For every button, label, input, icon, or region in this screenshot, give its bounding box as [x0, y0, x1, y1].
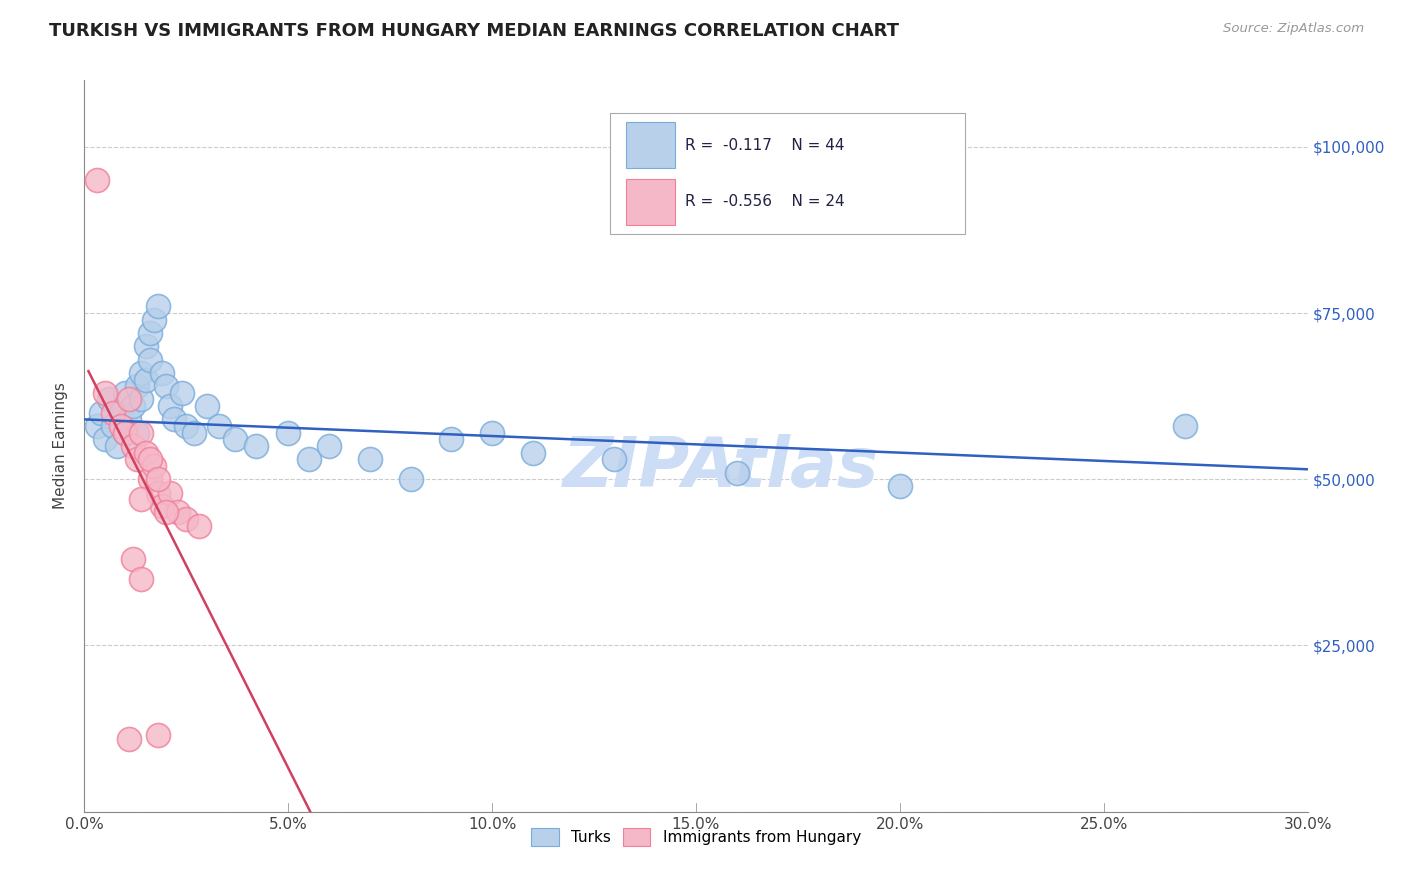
FancyBboxPatch shape [626, 122, 675, 169]
Point [399, 472, 422, 486]
Point [93, 433, 115, 447]
Point [155, 506, 177, 520]
Text: R =  -0.556    N = 24: R = -0.556 N = 24 [685, 194, 845, 210]
Point [1174, 419, 1197, 434]
Point [101, 419, 124, 434]
Point [122, 439, 145, 453]
Point [725, 466, 748, 480]
Point [208, 419, 231, 434]
Point [86, 419, 108, 434]
Point [122, 399, 145, 413]
Point [131, 366, 153, 380]
Point [110, 419, 132, 434]
Point [138, 472, 160, 486]
Point [93, 385, 115, 400]
Point [135, 445, 157, 459]
Point [889, 479, 911, 493]
Point [110, 406, 132, 420]
Point [150, 366, 173, 380]
Point [298, 452, 321, 467]
FancyBboxPatch shape [610, 113, 965, 234]
Point [183, 425, 205, 440]
Point [105, 439, 128, 453]
Point [127, 379, 149, 393]
Point [146, 728, 169, 742]
Point [138, 352, 160, 367]
Point [118, 731, 141, 746]
Point [114, 385, 136, 400]
Point [131, 425, 153, 440]
Point [138, 326, 160, 340]
Point [224, 433, 246, 447]
Point [195, 399, 218, 413]
Point [440, 433, 463, 447]
Legend: Turks, Immigrants from Hungary: Turks, Immigrants from Hungary [524, 822, 868, 852]
Point [122, 552, 145, 566]
Point [114, 425, 136, 440]
Point [146, 299, 169, 313]
Point [167, 506, 190, 520]
Point [118, 392, 141, 407]
Point [101, 406, 124, 420]
Point [318, 439, 340, 453]
Point [90, 406, 112, 420]
Text: ZIPAtlas: ZIPAtlas [562, 434, 879, 501]
Point [118, 412, 141, 426]
Point [135, 372, 157, 386]
Point [172, 385, 194, 400]
Point [142, 458, 165, 473]
Point [146, 485, 169, 500]
Point [142, 312, 165, 326]
Text: Source: ZipAtlas.com: Source: ZipAtlas.com [1223, 22, 1364, 36]
Point [138, 452, 160, 467]
Point [155, 379, 177, 393]
Y-axis label: Median Earnings: Median Earnings [53, 383, 69, 509]
Point [150, 499, 173, 513]
Point [481, 425, 503, 440]
Point [359, 452, 381, 467]
Text: TURKISH VS IMMIGRANTS FROM HUNGARY MEDIAN EARNINGS CORRELATION CHART: TURKISH VS IMMIGRANTS FROM HUNGARY MEDIA… [49, 22, 900, 40]
Text: R =  -0.117    N = 44: R = -0.117 N = 44 [685, 137, 845, 153]
Point [187, 518, 209, 533]
Point [146, 472, 169, 486]
Point [131, 492, 153, 507]
Point [127, 425, 149, 440]
FancyBboxPatch shape [626, 178, 675, 225]
Point [131, 572, 153, 586]
Point [135, 339, 157, 353]
Point [277, 425, 299, 440]
Point [114, 425, 136, 440]
Point [163, 412, 186, 426]
Point [245, 439, 267, 453]
Point [174, 419, 197, 434]
Point [131, 392, 153, 407]
Point [86, 173, 108, 187]
Point [127, 452, 149, 467]
Point [159, 399, 181, 413]
Point [174, 512, 197, 526]
Point [603, 452, 626, 467]
Point [159, 485, 181, 500]
Point [522, 445, 544, 459]
Point [97, 392, 120, 407]
